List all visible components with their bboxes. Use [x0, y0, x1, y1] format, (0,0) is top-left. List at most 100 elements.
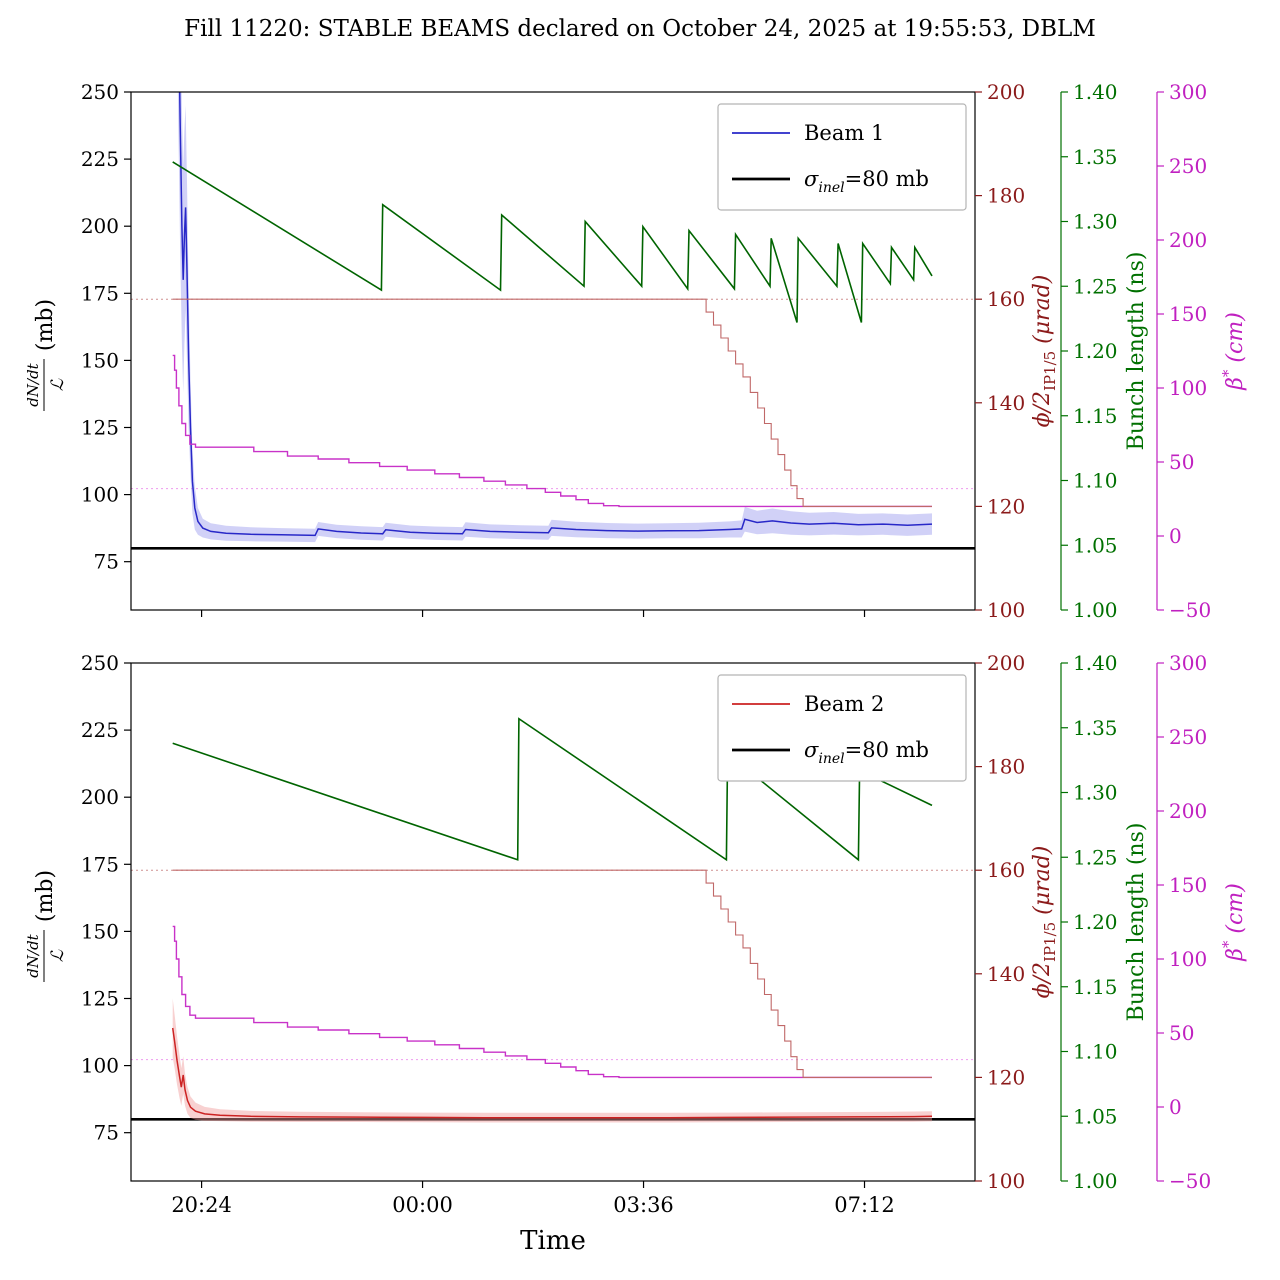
svg-text:(mb): (mb) — [33, 299, 58, 351]
bunch-axis-label: Bunch length (ns) — [1124, 252, 1149, 451]
crossing-angle — [172, 869, 932, 1078]
left-tick-label: 100 — [81, 483, 119, 507]
bunch-tick-label: 1.40 — [1073, 651, 1118, 675]
bunch-tick-label: 1.25 — [1073, 274, 1118, 298]
svg-text:ϕ/2IP1/5 (μrad): ϕ/2IP1/5 (μrad) — [1030, 846, 1059, 999]
legend-label: σinel=80 mb — [804, 167, 929, 196]
beta-tick-label: 0 — [1169, 1095, 1182, 1119]
beta-tick-label: 150 — [1169, 302, 1207, 326]
bunch-tick-label: 1.30 — [1073, 210, 1118, 234]
bunch-tick-label: 1.30 — [1073, 781, 1118, 805]
svg-text:dN/dt: dN/dt — [24, 362, 42, 406]
figure-title: Fill 11220: STABLE BEAMS declared on Oct… — [184, 16, 1096, 42]
left-tick-label: 200 — [81, 214, 119, 238]
beta-axis-label: β* (cm) — [1219, 312, 1248, 391]
beta-tick-label: 200 — [1169, 799, 1207, 823]
x-tick-label: 03:36 — [613, 1193, 674, 1217]
bunch-tick-label: 1.40 — [1073, 80, 1118, 104]
left-tick-label: 75 — [94, 550, 119, 574]
angle-tick-label: 120 — [987, 494, 1025, 518]
beta-tick-label: 150 — [1169, 873, 1207, 897]
bunch-tick-label: 1.10 — [1073, 1040, 1118, 1064]
bunch-tick-label: 1.15 — [1073, 404, 1118, 428]
bunch-tick-label: 1.35 — [1073, 145, 1118, 169]
x-tick-label: 20:24 — [171, 1193, 232, 1217]
beam2-panel-plot-area — [131, 717, 975, 1123]
beam2-luminosity-band — [172, 998, 932, 1123]
beta-tick-label: 50 — [1169, 1021, 1194, 1045]
x-tick-label: 00:00 — [392, 1193, 453, 1217]
left-tick-label: 125 — [81, 986, 119, 1010]
left-tick-label: 150 — [81, 919, 119, 943]
beam2-panel: 75 100 125 150 175 200 225 250 20:24 00:00 03:36 07… — [24, 651, 1248, 1217]
svg-text:(mb): (mb) — [33, 870, 58, 922]
left-axis-label: dN/dt ℒ (mb) — [24, 870, 68, 982]
legend-label: Beam 2 — [804, 692, 884, 716]
bunch-length — [172, 717, 933, 862]
angle-axis-label: ϕ/2IP1/5 (μrad) — [1030, 275, 1059, 428]
svg-text:Bunch length (ns): Bunch length (ns) — [1124, 252, 1149, 451]
beta-tick-label: −50 — [1169, 598, 1211, 622]
left-tick-label: 250 — [81, 80, 119, 104]
crossing-angle — [172, 298, 932, 507]
beam1-panel-plot-area — [131, 92, 975, 550]
svg-text:β* (cm): β* (cm) — [1219, 883, 1248, 962]
beam2-luminosity — [171, 1027, 933, 1119]
angle-tick-label: 200 — [987, 80, 1025, 104]
angle-tick-label: 100 — [987, 598, 1025, 622]
left-tick-label: 200 — [81, 785, 119, 809]
left-tick-label: 225 — [81, 718, 119, 742]
beta-tick-label: 100 — [1169, 376, 1207, 400]
svg-text:β* (cm): β* (cm) — [1219, 312, 1248, 391]
beam1-luminosity-band — [177, 92, 932, 543]
legend-label: σinel=80 mb — [804, 738, 929, 767]
beta-tick-label: 300 — [1169, 651, 1207, 675]
bunch-tick-label: 1.20 — [1073, 910, 1118, 934]
svg-text:ℒ: ℒ — [48, 949, 68, 962]
angle-tick-label: 140 — [987, 391, 1025, 415]
bunch-tick-label: 1.05 — [1073, 1104, 1118, 1128]
legend-box — [717, 674, 967, 782]
beta-tick-label: 300 — [1169, 80, 1207, 104]
bunch-tick-label: 1.35 — [1073, 716, 1118, 740]
plot-border — [130, 91, 976, 611]
angle-tick-label: 140 — [987, 962, 1025, 986]
beta-tick-label: 0 — [1169, 524, 1182, 548]
bunch-tick-label: 1.15 — [1073, 975, 1118, 999]
bunch-length — [172, 161, 933, 323]
angle-tick-label: 180 — [987, 755, 1025, 779]
angle-tick-label: 180 — [987, 184, 1025, 208]
svg-text:ℒ: ℒ — [48, 378, 68, 391]
left-tick-label: 100 — [81, 1054, 119, 1078]
beta-tick-label: 250 — [1169, 725, 1207, 749]
svg-text:dN/dt: dN/dt — [24, 933, 42, 977]
legend: Beam 2 σinel=80 mb — [717, 674, 967, 782]
angle-axis-label: ϕ/2IP1/5 (μrad) — [1030, 846, 1059, 999]
left-tick-label: 175 — [81, 281, 119, 305]
beta-tick-label: 50 — [1169, 450, 1194, 474]
angle-tick-label: 120 — [987, 1065, 1025, 1089]
beta-axis-label: β* (cm) — [1219, 883, 1248, 962]
bunch-tick-label: 1.20 — [1073, 339, 1118, 363]
beta-tick-label: 250 — [1169, 154, 1207, 178]
beam1-luminosity — [178, 92, 933, 537]
left-tick-label: 225 — [81, 147, 119, 171]
legend-box — [717, 103, 967, 211]
bunch-tick-label: 1.25 — [1073, 845, 1118, 869]
angle-tick-label: 200 — [987, 651, 1025, 675]
bunch-tick-label: 1.05 — [1073, 533, 1118, 557]
beta-tick-label: −50 — [1169, 1169, 1211, 1193]
angle-tick-label: 160 — [987, 858, 1025, 882]
angle-tick-label: 160 — [987, 287, 1025, 311]
bunch-tick-label: 1.00 — [1073, 1169, 1118, 1193]
beta-tick-label: 100 — [1169, 947, 1207, 971]
bunch-tick-label: 1.10 — [1073, 469, 1118, 493]
bunch-tick-label: 1.00 — [1073, 598, 1118, 622]
left-tick-label: 75 — [94, 1121, 119, 1145]
angle-tick-label: 100 — [987, 1169, 1025, 1193]
svg-text:Bunch length (ns): Bunch length (ns) — [1124, 823, 1149, 1022]
legend: Beam 1 σinel=80 mb — [717, 103, 967, 211]
left-tick-label: 250 — [81, 651, 119, 675]
left-tick-label: 175 — [81, 852, 119, 876]
